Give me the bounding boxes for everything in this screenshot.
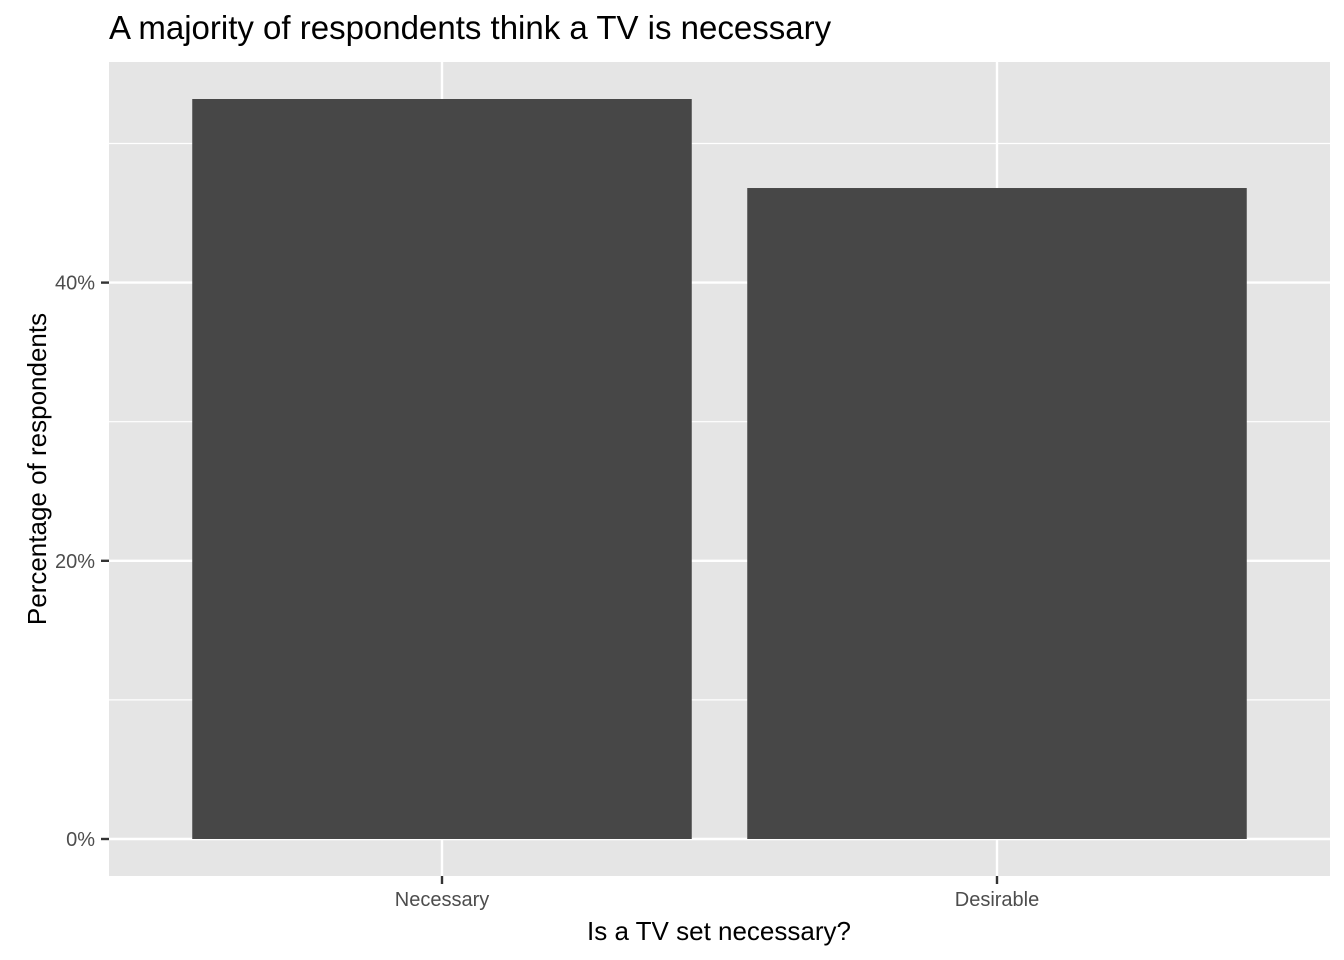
bar-necessary [192, 99, 692, 839]
y-axis: 0% 20% 40% [55, 273, 109, 851]
y-tick-label: 0% [66, 829, 95, 851]
bar-desirable [747, 188, 1247, 839]
x-tick-label: Necessary [395, 889, 489, 911]
y-tick-label: 20% [55, 551, 95, 573]
bar-series [192, 99, 1247, 839]
y-axis-title: Percentage of respondents [22, 313, 52, 625]
x-tick-label: Desirable [955, 889, 1039, 911]
x-axis-title: Is a TV set necessary? [587, 916, 851, 946]
x-axis: Necessary Desirable [395, 876, 1039, 911]
chart-title: A majority of respondents think a TV is … [109, 9, 832, 46]
y-tick-label: 40% [55, 273, 95, 295]
